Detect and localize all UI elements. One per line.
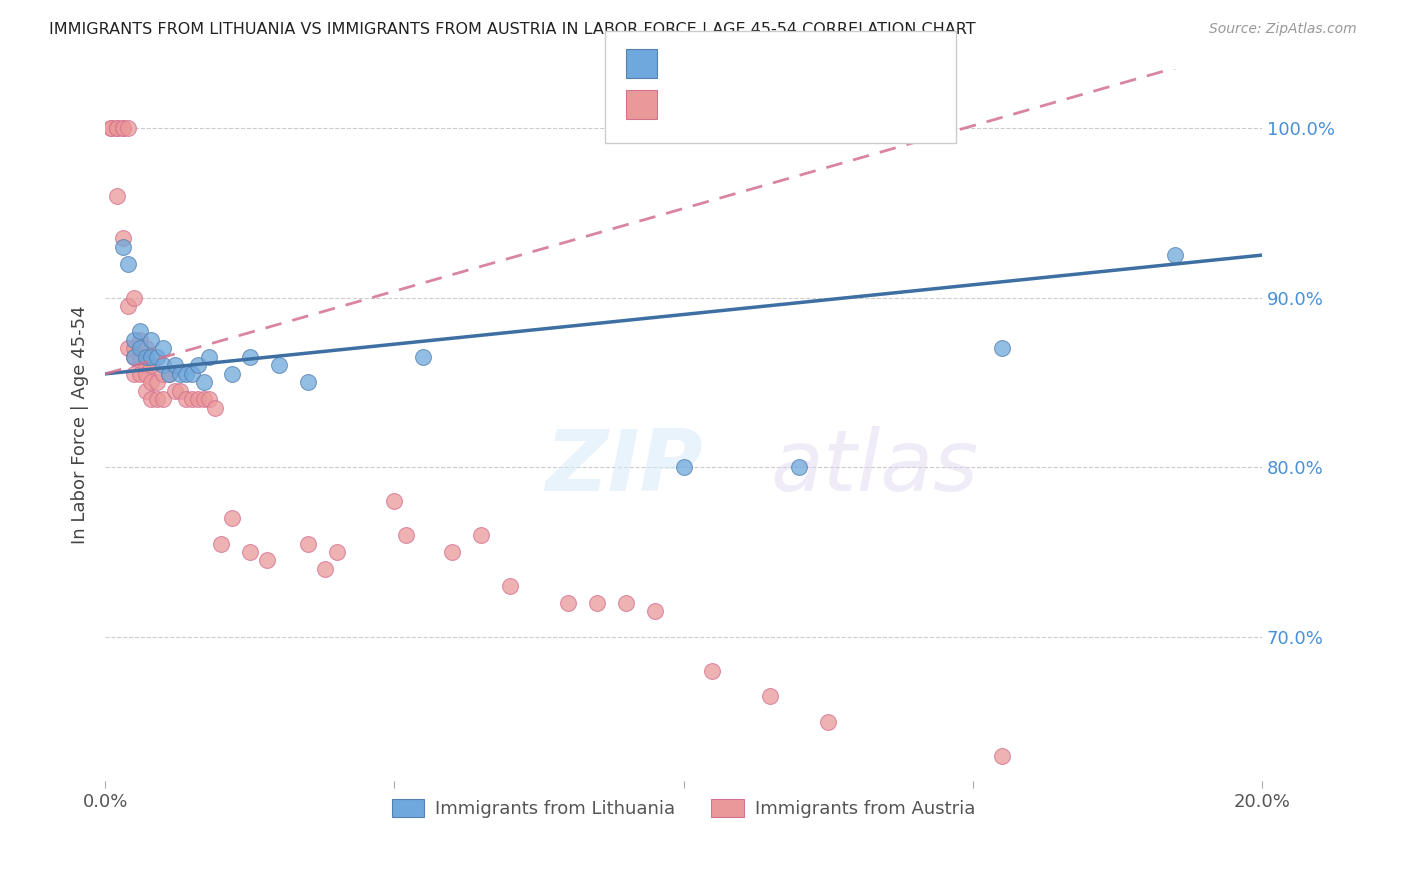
Point (157, 367, 180, 381)
Point (204, 401, 226, 415)
Point (141, 350, 163, 364)
Point (111, 231, 134, 245)
Point (141, 359, 163, 373)
Point (787, 460, 810, 475)
Point (412, 350, 434, 364)
Point (990, 748, 1012, 763)
Point (117, 120, 139, 135)
Point (209, 536, 232, 550)
Point (672, 460, 695, 475)
Point (100, 120, 122, 135)
Point (105, 188, 128, 202)
Text: IMMIGRANTS FROM LITHUANIA VS IMMIGRANTS FROM AUSTRIA IN LABOR FORCE | AGE 45-54 : IMMIGRANTS FROM LITHUANIA VS IMMIGRANTS … (49, 22, 976, 38)
Point (129, 342, 152, 356)
Point (135, 350, 157, 364)
Point (193, 392, 215, 407)
Point (174, 367, 197, 381)
Point (135, 359, 157, 373)
Point (146, 392, 169, 407)
Point (122, 367, 145, 381)
Point (129, 350, 152, 364)
Point (111, 120, 134, 135)
Point (181, 367, 204, 381)
Point (163, 359, 186, 373)
Point (122, 291, 145, 305)
Point (122, 350, 145, 364)
Point (169, 367, 191, 381)
Point (152, 342, 174, 356)
Point (441, 545, 464, 559)
Point (614, 596, 637, 610)
Point (702, 664, 724, 678)
Point (141, 333, 163, 347)
Point (325, 545, 347, 559)
Point (267, 359, 290, 373)
Point (174, 392, 197, 407)
Point (187, 392, 209, 407)
Point (105, 120, 128, 135)
Point (314, 562, 336, 576)
Point (499, 579, 522, 593)
Point (135, 384, 157, 398)
Point (122, 350, 145, 364)
Point (117, 257, 139, 271)
Point (111, 120, 134, 135)
Point (152, 367, 174, 381)
Point (129, 325, 152, 339)
Point (585, 596, 607, 610)
Point (1164, 248, 1187, 262)
Text: R = 0.147: R = 0.147 (665, 96, 755, 114)
Point (187, 359, 209, 373)
Legend: Immigrants from Lithuania, Immigrants from Austria: Immigrants from Lithuania, Immigrants fr… (385, 791, 983, 825)
Point (163, 384, 186, 398)
Point (100, 120, 122, 135)
Point (105, 120, 128, 135)
Point (221, 511, 243, 525)
Point (239, 350, 262, 364)
Point (169, 384, 191, 398)
Point (135, 367, 157, 381)
Point (157, 367, 180, 381)
Point (198, 350, 221, 364)
Point (297, 376, 319, 390)
Text: N = 29: N = 29 (799, 55, 862, 73)
Point (644, 604, 666, 618)
Point (990, 342, 1012, 356)
Text: atlas: atlas (770, 426, 979, 509)
Point (141, 392, 163, 407)
Point (239, 545, 262, 559)
Point (141, 376, 163, 390)
Point (198, 392, 221, 407)
Point (152, 359, 174, 373)
Text: N = 58: N = 58 (799, 96, 862, 114)
Point (117, 299, 139, 313)
Point (557, 596, 579, 610)
Point (146, 350, 169, 364)
Point (122, 333, 145, 347)
Point (181, 392, 204, 407)
Point (817, 714, 839, 729)
Point (111, 240, 134, 254)
Point (297, 536, 319, 550)
Y-axis label: In Labor Force | Age 45-54: In Labor Force | Age 45-54 (72, 305, 89, 544)
Point (135, 342, 157, 356)
Point (122, 342, 145, 356)
Point (193, 376, 215, 390)
Text: ZIP: ZIP (544, 426, 703, 509)
Point (117, 342, 139, 356)
Text: R = 0.321: R = 0.321 (665, 55, 755, 73)
Point (470, 528, 492, 542)
Point (395, 528, 418, 542)
Text: Source: ZipAtlas.com: Source: ZipAtlas.com (1209, 22, 1357, 37)
Point (221, 367, 243, 381)
Point (384, 494, 406, 508)
Point (152, 392, 174, 407)
Point (256, 553, 278, 567)
Point (759, 689, 782, 703)
Point (129, 367, 152, 381)
Point (146, 376, 169, 390)
Point (129, 333, 152, 347)
